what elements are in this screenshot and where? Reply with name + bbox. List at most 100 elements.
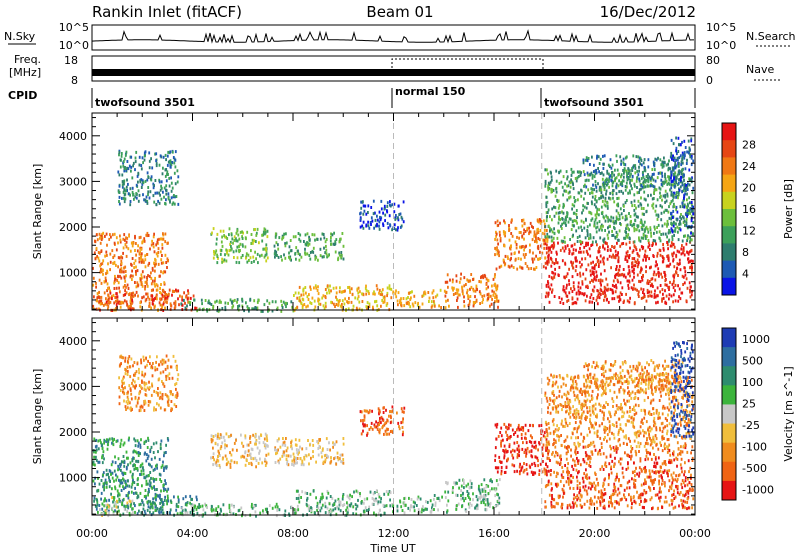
data-cell bbox=[642, 233, 645, 237]
data-cell bbox=[489, 304, 491, 308]
data-cell bbox=[160, 283, 162, 286]
data-cell bbox=[170, 499, 172, 503]
data-cell bbox=[593, 224, 596, 228]
data-cell bbox=[232, 241, 234, 245]
data-cell bbox=[662, 248, 665, 252]
data-cell bbox=[352, 505, 355, 509]
data-cell bbox=[225, 463, 228, 467]
data-cell bbox=[581, 241, 584, 245]
data-cell bbox=[691, 266, 693, 270]
data-cell bbox=[114, 455, 116, 459]
data-cell bbox=[296, 457, 299, 460]
data-cell bbox=[292, 452, 295, 456]
data-cell bbox=[116, 300, 119, 304]
data-cell bbox=[689, 201, 691, 205]
data-cell bbox=[634, 260, 637, 264]
data-cell bbox=[626, 235, 629, 239]
data-cell bbox=[112, 256, 115, 259]
data-cell bbox=[623, 170, 626, 174]
data-cell bbox=[684, 270, 687, 274]
data-cell bbox=[635, 228, 638, 232]
data-cell bbox=[153, 264, 156, 268]
data-cell bbox=[386, 201, 389, 205]
data-cell bbox=[324, 305, 327, 309]
data-cell bbox=[258, 241, 260, 245]
data-cell bbox=[383, 492, 386, 496]
data-cell bbox=[172, 201, 175, 205]
data-cell bbox=[268, 301, 271, 305]
data-cell bbox=[333, 443, 336, 447]
data-cell bbox=[611, 181, 614, 185]
data-cell bbox=[204, 502, 206, 506]
data-cell bbox=[120, 468, 122, 472]
data-cell bbox=[664, 193, 667, 197]
data-cell bbox=[145, 496, 147, 500]
data-cell bbox=[675, 181, 678, 185]
data-cell bbox=[691, 191, 694, 195]
data-cell bbox=[441, 495, 443, 499]
data-cell bbox=[159, 501, 161, 505]
data-cell bbox=[167, 499, 170, 503]
data-cell bbox=[479, 494, 482, 498]
data-cell bbox=[576, 273, 579, 277]
data-cell bbox=[120, 479, 122, 483]
data-cell bbox=[510, 252, 513, 256]
data-cell bbox=[633, 184, 636, 188]
data-cell bbox=[615, 185, 617, 189]
data-cell bbox=[667, 168, 670, 172]
data-cell bbox=[637, 263, 640, 267]
data-cell bbox=[664, 279, 667, 283]
data-cell bbox=[607, 287, 610, 291]
data-cell bbox=[677, 158, 679, 162]
data-cell bbox=[542, 265, 545, 269]
data-cell bbox=[332, 503, 334, 507]
data-cell bbox=[573, 219, 576, 223]
data-cell bbox=[380, 497, 382, 501]
colorbar-tick-label: 12 bbox=[742, 225, 756, 238]
data-cell bbox=[297, 508, 300, 512]
data-cell bbox=[335, 291, 338, 295]
data-cell bbox=[655, 204, 658, 208]
data-cell bbox=[253, 259, 255, 263]
data-cell bbox=[530, 224, 533, 228]
scatter-region bbox=[443, 272, 500, 310]
data-cell bbox=[623, 209, 625, 212]
data-cell bbox=[96, 503, 99, 507]
data-cell bbox=[663, 210, 665, 214]
data-cell bbox=[290, 249, 293, 253]
data-cell bbox=[680, 252, 683, 256]
data-cell bbox=[153, 184, 155, 188]
data-cell bbox=[98, 251, 101, 255]
data-cell bbox=[330, 236, 332, 239]
data-cell bbox=[118, 256, 121, 260]
data-cell bbox=[661, 165, 664, 169]
data-cell bbox=[647, 282, 650, 285]
data-cell bbox=[355, 489, 358, 493]
data-cell bbox=[164, 240, 167, 244]
data-cell bbox=[589, 223, 591, 227]
data-cell bbox=[319, 509, 322, 513]
data-cell bbox=[553, 275, 555, 279]
data-cell bbox=[413, 509, 416, 513]
data-cell bbox=[457, 305, 459, 309]
data-cell bbox=[217, 454, 219, 458]
data-cell bbox=[109, 470, 112, 474]
data-cell bbox=[394, 217, 397, 221]
data-cell bbox=[224, 301, 227, 305]
data-cell bbox=[425, 500, 427, 504]
data-cell bbox=[397, 303, 399, 307]
data-cell bbox=[680, 247, 683, 251]
data-cell bbox=[107, 305, 110, 308]
data-cell bbox=[178, 303, 180, 307]
data-cell bbox=[604, 199, 607, 203]
data-cell bbox=[432, 289, 435, 293]
scatter-region bbox=[394, 288, 442, 309]
data-cell bbox=[378, 495, 381, 499]
data-cell bbox=[120, 154, 123, 158]
data-cell bbox=[581, 292, 584, 296]
data-cell bbox=[221, 307, 224, 310]
data-cell bbox=[636, 258, 639, 262]
data-cell bbox=[497, 305, 499, 309]
data-cell bbox=[396, 216, 399, 220]
data-cell bbox=[609, 197, 612, 201]
